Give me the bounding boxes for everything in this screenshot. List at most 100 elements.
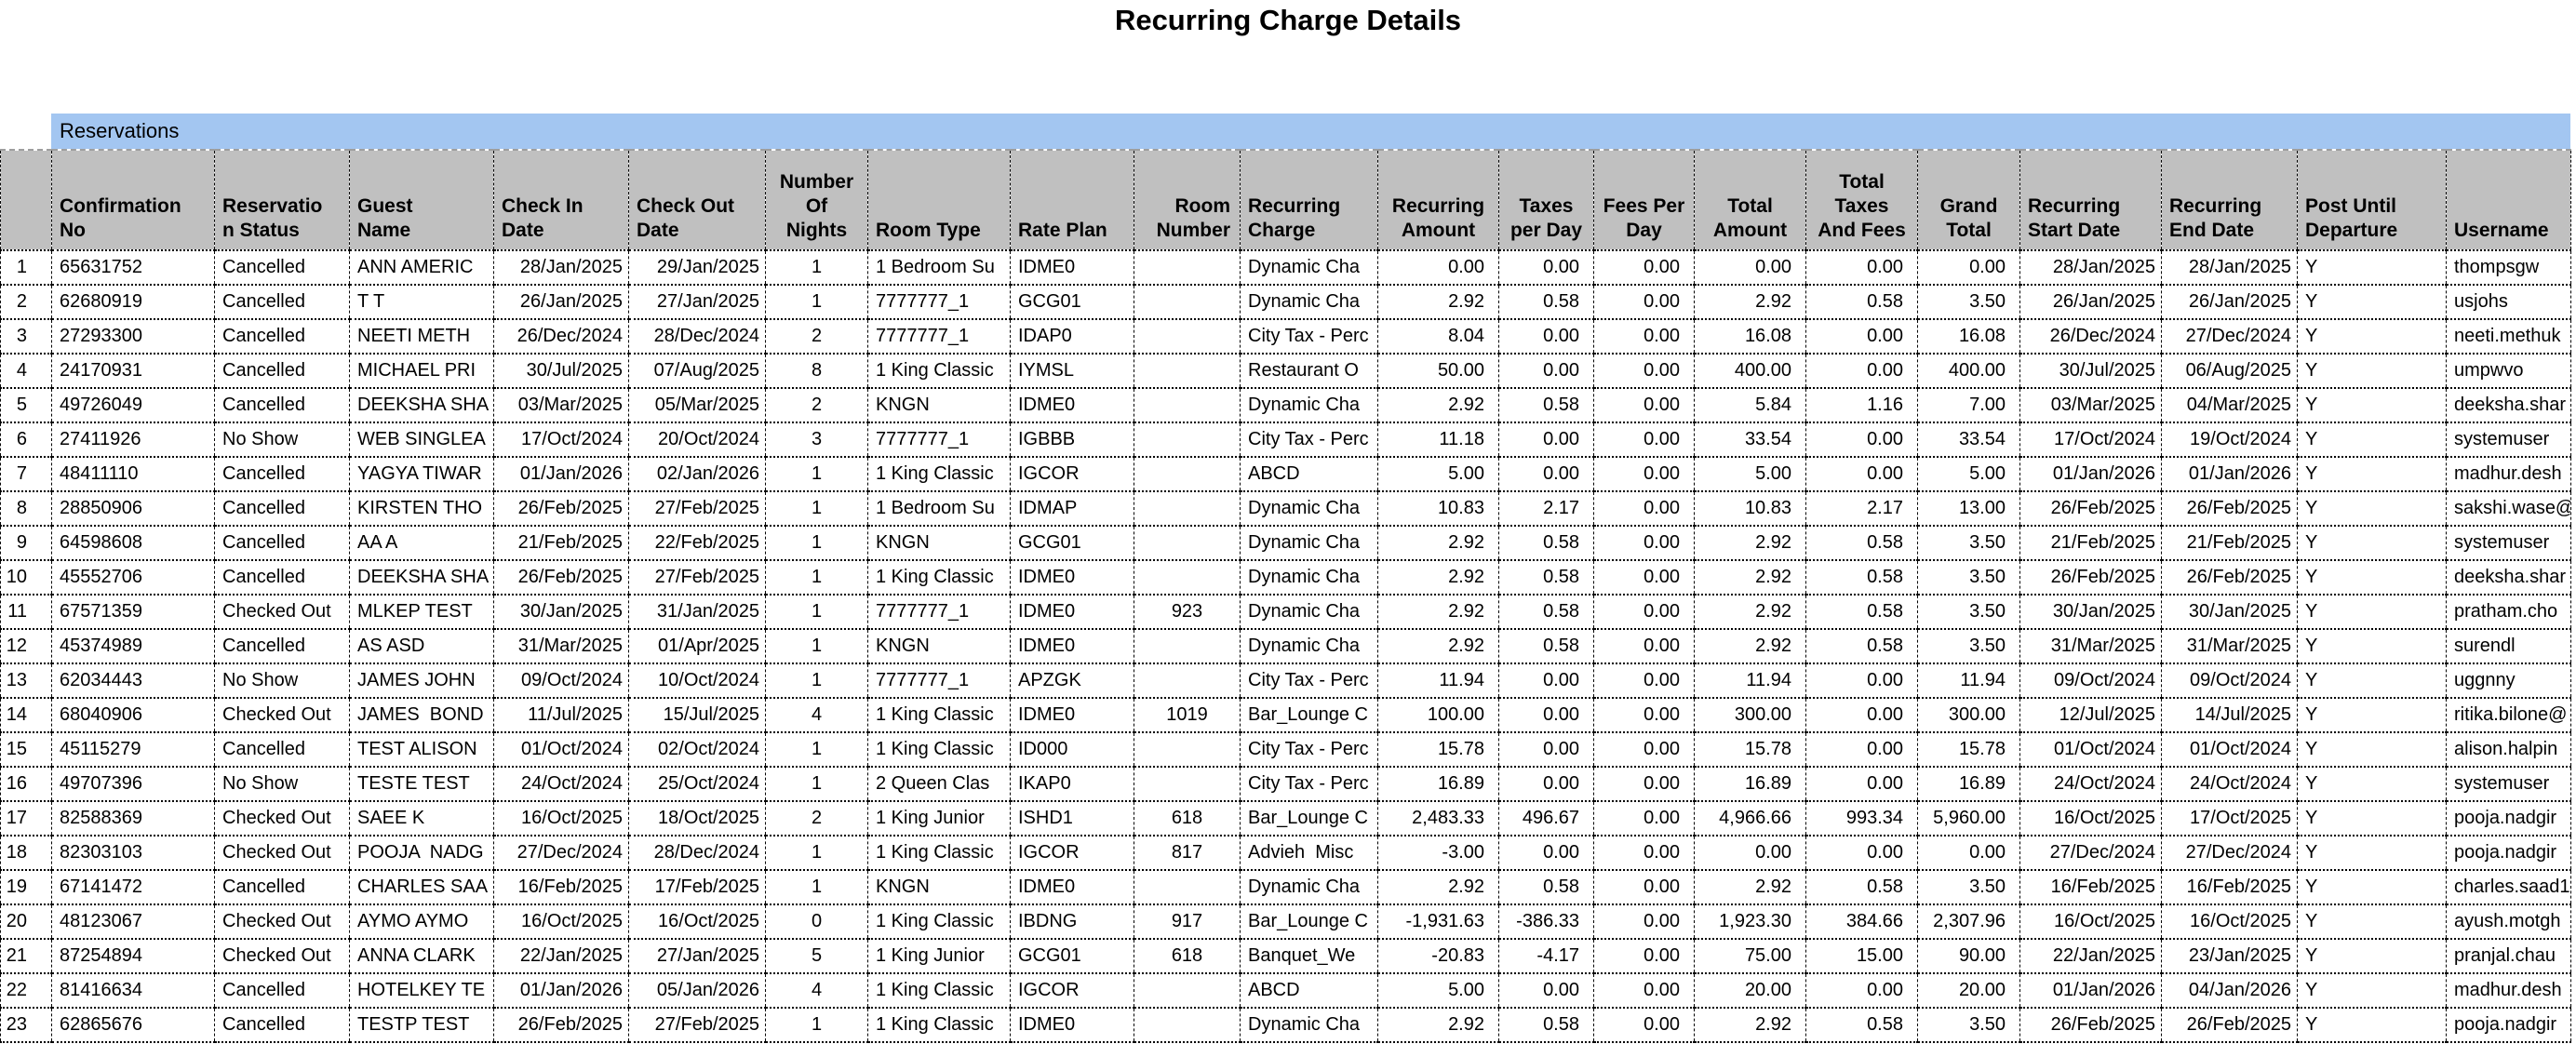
cell-grand_total[interactable]: 3.50: [1917, 559, 2020, 596]
cell-confirmation_no[interactable]: 62680919: [51, 284, 215, 320]
cell-fees_per_day[interactable]: 0.00: [1593, 731, 1695, 768]
cell-confirmation_no[interactable]: 67571359: [51, 594, 215, 630]
cell-check_in_date[interactable]: 21/Feb/2025: [493, 525, 629, 561]
cell-recurring_end_date[interactable]: 19/Oct/2024: [2161, 422, 2298, 458]
cell-room_number[interactable]: 917: [1134, 903, 1241, 940]
cell-username[interactable]: sakshi.wase@: [2446, 490, 2571, 527]
cell-guest_name[interactable]: NEETI METH: [349, 318, 494, 355]
cell-taxes_per_day[interactable]: -386.33: [1498, 903, 1594, 940]
cell-recurring_charge[interactable]: Dynamic Cha: [1240, 628, 1378, 664]
cell-username[interactable]: systemuser: [2446, 422, 2571, 458]
cell-guest_name[interactable]: DEEKSHA SHA: [349, 387, 494, 423]
cell-recurring_amount[interactable]: 100.00: [1377, 697, 1499, 733]
cell-confirmation_no[interactable]: 87254894: [51, 938, 215, 974]
cell-reservation_status[interactable]: Cancelled: [214, 353, 350, 389]
cell-total_taxes_and_fees[interactable]: 0.00: [1805, 766, 1918, 802]
cell-recurring_start_date[interactable]: 16/Oct/2025: [2019, 903, 2162, 940]
cell-check_in_date[interactable]: 26/Feb/2025: [493, 559, 629, 596]
cell-post_until_departure[interactable]: Y: [2297, 559, 2447, 596]
cell-taxes_per_day[interactable]: 0.00: [1498, 731, 1594, 768]
cell-recurring_charge[interactable]: Dynamic Cha: [1240, 594, 1378, 630]
row-number-cell[interactable]: 8: [0, 490, 52, 527]
cell-total_amount[interactable]: 2.92: [1694, 594, 1806, 630]
cell-number_of_nights[interactable]: 1: [765, 249, 868, 286]
cell-recurring_charge[interactable]: Dynamic Cha: [1240, 387, 1378, 423]
cell-confirmation_no[interactable]: 64598608: [51, 525, 215, 561]
cell-check_in_date[interactable]: 30/Jul/2025: [493, 353, 629, 389]
cell-taxes_per_day[interactable]: 0.58: [1498, 525, 1594, 561]
cell-room_number[interactable]: [1134, 387, 1241, 423]
cell-taxes_per_day[interactable]: 0.00: [1498, 353, 1594, 389]
cell-check_out_date[interactable]: 02/Oct/2024: [628, 731, 766, 768]
cell-username[interactable]: pooja.nadgir: [2446, 1007, 2571, 1043]
cell-room_type[interactable]: 7777777_1: [867, 422, 1011, 458]
cell-recurring_start_date[interactable]: 17/Oct/2024: [2019, 422, 2162, 458]
cell-username[interactable]: madhur.desh: [2446, 456, 2571, 492]
cell-recurring_start_date[interactable]: 28/Jan/2025: [2019, 249, 2162, 286]
cell-post_until_departure[interactable]: Y: [2297, 972, 2447, 1009]
cell-total_amount[interactable]: 2.92: [1694, 628, 1806, 664]
row-number-cell[interactable]: 23: [0, 1007, 52, 1043]
cell-room_number[interactable]: [1134, 422, 1241, 458]
cell-recurring_amount[interactable]: 11.18: [1377, 422, 1499, 458]
cell-check_out_date[interactable]: 28/Dec/2024: [628, 835, 766, 871]
cell-recurring_amount[interactable]: 0.00: [1377, 249, 1499, 286]
cell-recurring_start_date[interactable]: 31/Mar/2025: [2019, 628, 2162, 664]
cell-grand_total[interactable]: 20.00: [1917, 972, 2020, 1009]
cell-taxes_per_day[interactable]: 0.00: [1498, 318, 1594, 355]
row-number-cell[interactable]: 14: [0, 697, 52, 733]
cell-fees_per_day[interactable]: 0.00: [1593, 1007, 1695, 1043]
cell-recurring_end_date[interactable]: 24/Oct/2024: [2161, 766, 2298, 802]
cell-guest_name[interactable]: TEST ALISON: [349, 731, 494, 768]
cell-room_type[interactable]: 1 King Classic: [867, 835, 1011, 871]
cell-username[interactable]: systemuser: [2446, 766, 2571, 802]
cell-check_in_date[interactable]: 30/Jan/2025: [493, 594, 629, 630]
row-number-cell[interactable]: 4: [0, 353, 52, 389]
cell-grand_total[interactable]: 90.00: [1917, 938, 2020, 974]
cell-room_number[interactable]: [1134, 559, 1241, 596]
cell-rate_plan[interactable]: IDME0: [1010, 249, 1134, 286]
cell-recurring_start_date[interactable]: 03/Mar/2025: [2019, 387, 2162, 423]
cell-post_until_departure[interactable]: Y: [2297, 249, 2447, 286]
cell-rate_plan[interactable]: IBDNG: [1010, 903, 1134, 940]
cell-total_taxes_and_fees[interactable]: 0.00: [1805, 353, 1918, 389]
cell-check_out_date[interactable]: 31/Jan/2025: [628, 594, 766, 630]
cell-recurring_start_date[interactable]: 12/Jul/2025: [2019, 697, 2162, 733]
cell-post_until_departure[interactable]: Y: [2297, 628, 2447, 664]
cell-rate_plan[interactable]: GCG01: [1010, 284, 1134, 320]
cell-room_number[interactable]: 923: [1134, 594, 1241, 630]
cell-reservation_status[interactable]: Checked Out: [214, 835, 350, 871]
cell-fees_per_day[interactable]: 0.00: [1593, 663, 1695, 699]
cell-rate_plan[interactable]: APZGK: [1010, 663, 1134, 699]
cell-confirmation_no[interactable]: 48411110: [51, 456, 215, 492]
cell-username[interactable]: usjohs: [2446, 284, 2571, 320]
cell-number_of_nights[interactable]: 1: [765, 766, 868, 802]
cell-reservation_status[interactable]: Cancelled: [214, 456, 350, 492]
cell-confirmation_no[interactable]: 82303103: [51, 835, 215, 871]
cell-fees_per_day[interactable]: 0.00: [1593, 525, 1695, 561]
cell-number_of_nights[interactable]: 1: [765, 490, 868, 527]
cell-room_type[interactable]: 7777777_1: [867, 594, 1011, 630]
row-number-cell[interactable]: 12: [0, 628, 52, 664]
cell-grand_total[interactable]: 16.08: [1917, 318, 2020, 355]
cell-reservation_status[interactable]: Checked Out: [214, 697, 350, 733]
cell-reservation_status[interactable]: No Show: [214, 766, 350, 802]
cell-recurring_amount[interactable]: 11.94: [1377, 663, 1499, 699]
cell-total_amount[interactable]: 4,966.66: [1694, 800, 1806, 837]
cell-recurring_end_date[interactable]: 01/Oct/2024: [2161, 731, 2298, 768]
cell-check_out_date[interactable]: 27/Jan/2025: [628, 284, 766, 320]
cell-room_number[interactable]: [1134, 628, 1241, 664]
cell-taxes_per_day[interactable]: 0.00: [1498, 766, 1594, 802]
cell-number_of_nights[interactable]: 4: [765, 972, 868, 1009]
cell-check_out_date[interactable]: 17/Feb/2025: [628, 869, 766, 905]
cell-total_taxes_and_fees[interactable]: 0.00: [1805, 697, 1918, 733]
cell-recurring_amount[interactable]: 2.92: [1377, 525, 1499, 561]
cell-check_in_date[interactable]: 31/Mar/2025: [493, 628, 629, 664]
cell-recurring_charge[interactable]: Dynamic Cha: [1240, 869, 1378, 905]
cell-reservation_status[interactable]: Checked Out: [214, 800, 350, 837]
cell-room_type[interactable]: 1 King Classic: [867, 903, 1011, 940]
row-number-cell[interactable]: 3: [0, 318, 52, 355]
cell-recurring_start_date[interactable]: 26/Dec/2024: [2019, 318, 2162, 355]
cell-total_amount[interactable]: 2.92: [1694, 525, 1806, 561]
cell-confirmation_no[interactable]: 45374989: [51, 628, 215, 664]
